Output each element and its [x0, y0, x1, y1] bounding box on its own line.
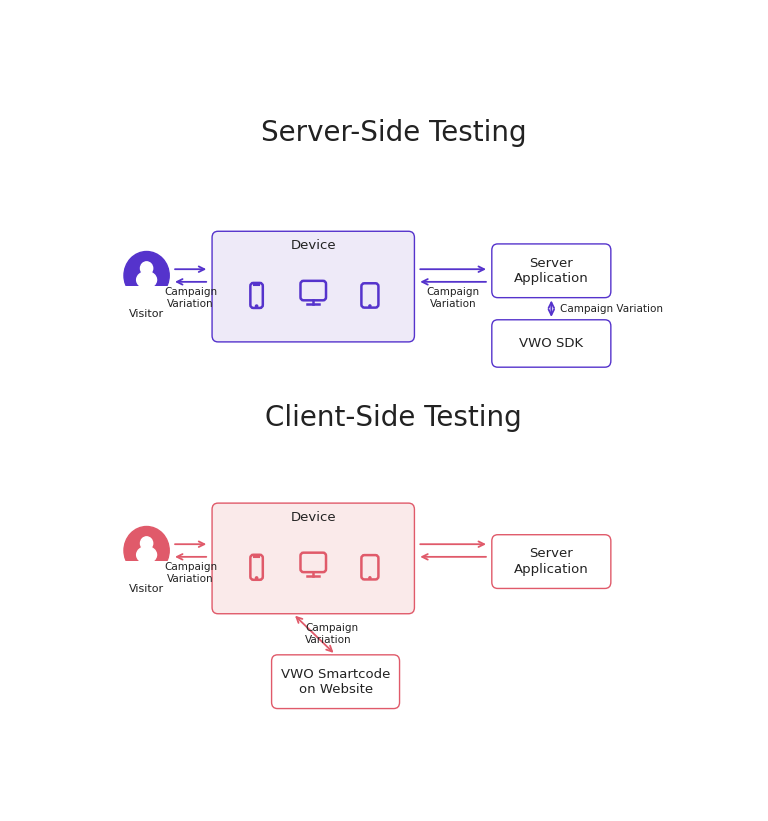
Text: VWO Smartcode: VWO Smartcode — [281, 667, 390, 681]
Text: Device: Device — [290, 239, 336, 252]
Circle shape — [141, 537, 153, 550]
Text: Server: Server — [529, 548, 573, 561]
Circle shape — [369, 576, 371, 579]
Circle shape — [369, 305, 371, 307]
Text: Device: Device — [290, 511, 336, 524]
Circle shape — [256, 577, 258, 580]
Circle shape — [256, 305, 258, 307]
Text: Campaign Variation: Campaign Variation — [561, 304, 664, 314]
Circle shape — [124, 251, 169, 300]
Bar — [124, 287, 169, 300]
Text: Visitor: Visitor — [129, 584, 164, 594]
FancyBboxPatch shape — [492, 534, 611, 589]
Circle shape — [124, 526, 169, 575]
FancyBboxPatch shape — [492, 320, 611, 367]
Text: Campaign
Variation: Campaign Variation — [164, 287, 217, 309]
FancyBboxPatch shape — [212, 503, 415, 614]
Bar — [124, 562, 169, 576]
Text: Server-Side Testing: Server-Side Testing — [261, 119, 526, 147]
Ellipse shape — [137, 272, 157, 288]
Text: Visitor: Visitor — [129, 309, 164, 319]
Circle shape — [141, 262, 153, 275]
Text: Campaign
Variation: Campaign Variation — [426, 287, 480, 309]
FancyBboxPatch shape — [492, 244, 611, 298]
Text: Campaign
Variation: Campaign Variation — [305, 623, 358, 645]
Text: on Website: on Website — [299, 683, 372, 695]
Text: Client-Side Testing: Client-Side Testing — [265, 404, 522, 432]
Text: Campaign
Variation: Campaign Variation — [164, 562, 217, 584]
Text: Server: Server — [529, 257, 573, 270]
Text: VWO SDK: VWO SDK — [519, 337, 584, 350]
Text: Application: Application — [514, 562, 589, 576]
Ellipse shape — [137, 547, 157, 563]
FancyBboxPatch shape — [212, 232, 415, 342]
FancyBboxPatch shape — [272, 655, 399, 709]
Text: Application: Application — [514, 272, 589, 285]
